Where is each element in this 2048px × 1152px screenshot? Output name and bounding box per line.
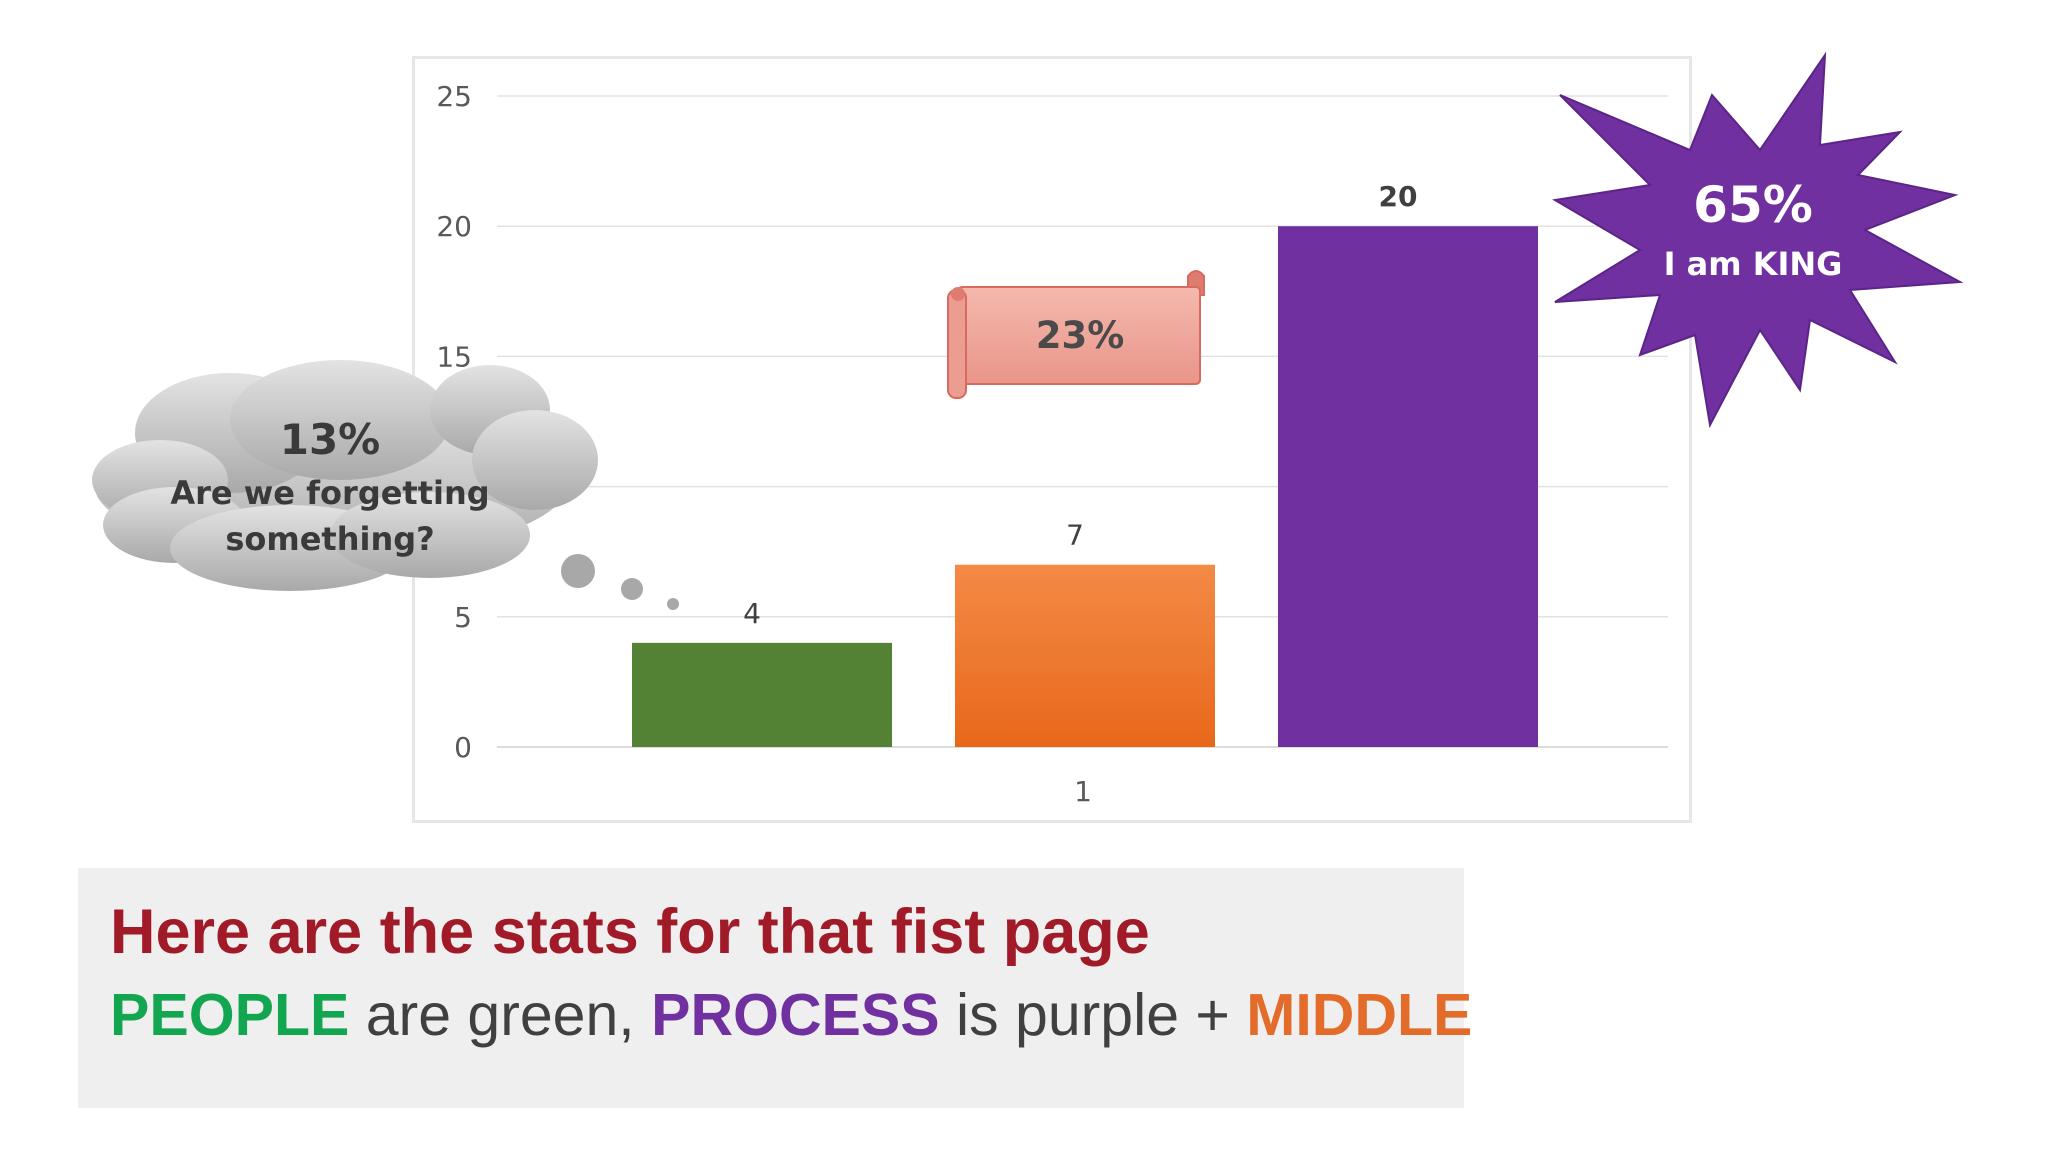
y-tick-label: 5: [454, 601, 472, 634]
bar-data-label: 4: [743, 597, 761, 630]
caption-text-1: are green,: [349, 982, 652, 1048]
y-tick-label: 15: [436, 340, 472, 373]
cloud-percent: 13%: [280, 415, 381, 464]
bar-series-1: [632, 642, 892, 747]
x-tick-label: 1: [1074, 775, 1092, 808]
people-keyword: PEOPLE: [110, 982, 350, 1048]
bar-data-label: 20: [1379, 180, 1418, 213]
starburst-callout: 65% I am KING: [1552, 51, 1964, 429]
starburst-shape: [1552, 51, 1964, 429]
caption-legend-line: PEOPLE are green, PROCESS is purple + MI…: [110, 981, 1472, 1049]
scroll-percent: 23%: [1036, 314, 1125, 357]
scroll-banner-callout: 23%: [947, 270, 1205, 399]
star-label: I am KING: [1664, 245, 1843, 283]
y-tick-label: 20: [436, 210, 472, 243]
scroll-roll: [947, 289, 967, 399]
caption-box: Here are the stats for that fist page PE…: [78, 868, 1472, 1108]
star-percent: 65%: [1693, 176, 1813, 234]
thought-bubble-dot: [561, 554, 595, 588]
y-tick-label: 0: [454, 731, 472, 764]
process-keyword: PROCESS: [651, 982, 940, 1048]
thought-bubble-dot: [667, 598, 679, 610]
bar-series-3: [1278, 226, 1538, 747]
cloud-text-line1: Are we forgetting: [170, 474, 489, 512]
y-tick-label: 25: [436, 80, 472, 113]
bar-data-label: 7: [1066, 519, 1084, 552]
cloud-text-line2: something?: [225, 520, 434, 558]
caption-title: Here are the stats for that fist page: [110, 897, 1150, 967]
cloud-shape: [92, 360, 598, 591]
thought-cloud-callout: 13% Are we forgetting something?: [92, 360, 679, 610]
middle-keyword: MIDDLE: [1246, 982, 1473, 1048]
bar-series-2: [955, 564, 1215, 747]
caption-text-2: is purple +: [939, 982, 1247, 1048]
thought-bubble-dot: [621, 578, 643, 600]
